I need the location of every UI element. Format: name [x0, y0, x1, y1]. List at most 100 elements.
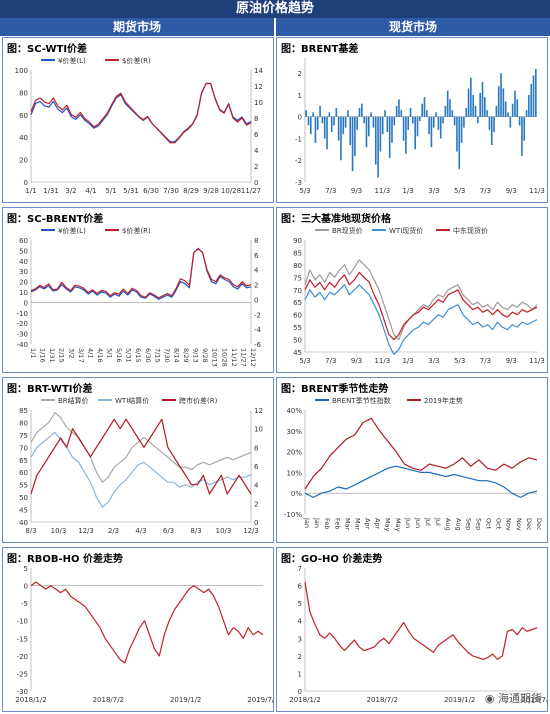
y-tick-label: 60 [293, 312, 302, 320]
bar [312, 112, 314, 117]
y-tick-label: 45 [19, 507, 28, 515]
x-tick-label: 5/3 [299, 357, 310, 365]
y-tick-label: 0 [298, 688, 302, 696]
chart-panel-c5: 图：BRT-WTI价差 40 45 50 55 60 65 70 75 80 85 0 2 4 6 8 10 12… [2, 377, 274, 543]
x-tick-label: 9/28 [203, 187, 219, 195]
x-tick-label: 2/3 [108, 527, 119, 535]
bar [335, 108, 338, 117]
x-tick-label: 3/3 [428, 357, 439, 365]
bar [358, 108, 361, 117]
series-line [30, 82, 252, 144]
x-tick-label: 7/30 [163, 348, 171, 363]
y-tick-label: 30% [286, 428, 302, 436]
watermark-text: 海通期货 [498, 692, 542, 705]
x-tick-label: 5/16 [115, 348, 123, 363]
bar [412, 116, 414, 124]
x-tick-label: Nov [505, 518, 513, 531]
bar [398, 99, 400, 117]
y2-tick-label: 6 [254, 463, 259, 471]
legend-item: 2019年走势 [407, 396, 463, 405]
y-tick-label: 1 [298, 92, 302, 100]
y2-tick-label: 2 [254, 500, 258, 508]
bar [470, 77, 472, 117]
x-tick-label: Dec [525, 518, 533, 531]
x-tick-label: 9/28 [201, 348, 209, 363]
x-tick-label: 9/3 [351, 187, 362, 195]
y-tick-label: 10% [286, 469, 302, 477]
legend-item: ¥价差(L) [41, 226, 86, 235]
x-tick-label: 12/12 [249, 348, 257, 367]
bar [467, 88, 470, 117]
bar [314, 116, 317, 143]
x-tick-label: 1/3 [402, 187, 413, 195]
y-tick-label: -10 [17, 618, 28, 626]
bar [407, 116, 410, 130]
spot-section-label: 现货市场 [276, 18, 550, 36]
x-tick-label: 2018/7/2 [93, 696, 124, 704]
x-tick-label: Oct [495, 518, 503, 530]
legend-item: WTI结算价 [98, 396, 149, 405]
y-tick-label: 3 [298, 635, 302, 643]
bar [504, 101, 507, 117]
bar [363, 116, 365, 124]
y-tick-label: -15 [17, 635, 28, 643]
chart-svg: 0 1 2 3 4 5 6 7 2018/1/2 2018/7/2 2019/1/2 2019/7/2 [289, 565, 547, 704]
y2-tick-label: 8 [254, 115, 258, 123]
x-tick-label: 11/27 [239, 348, 247, 367]
chart-panel-c1: 图：SC-WTI价差 0 20 40 60 80 100 0 2 4 6 8 10 12 14 1/1 1/31… [2, 37, 274, 203]
x-tick-label: Aug [444, 518, 452, 531]
bar [395, 105, 398, 117]
bar [442, 116, 444, 124]
y-tick-label: 70 [293, 287, 302, 295]
bar [419, 116, 421, 122]
x-tick-label: Feb [323, 518, 331, 530]
bar [340, 116, 342, 161]
y2-tick-label: 14 [254, 67, 263, 75]
x-tick-label: 1/1 [25, 187, 36, 195]
y-tick-label: 80 [19, 89, 28, 97]
bar [481, 81, 484, 117]
legend-item: BRENT季节性指数 [315, 396, 391, 405]
x-tick-label: Apr [364, 518, 372, 530]
bar [532, 75, 535, 117]
bar [319, 105, 321, 117]
x-tick-label: 7/3 [480, 357, 491, 365]
x-tick-label: 2019/1/2 [170, 696, 201, 704]
x-tick-label: 1/1 [29, 348, 37, 358]
x-tick-label: Jun [404, 517, 412, 528]
series-line [304, 284, 538, 356]
bar [347, 110, 349, 117]
y-tick-label: 20 [19, 279, 28, 287]
x-tick-label: 9/3 [351, 357, 362, 365]
bar [456, 116, 458, 152]
y2-tick-label: 2 [254, 282, 258, 290]
x-tick-label: 1/31 [48, 348, 56, 363]
bar [435, 112, 437, 117]
x-tick-label: 7/3 [325, 187, 336, 195]
watermark: ◉ 海通期货 [485, 690, 542, 706]
bar [488, 116, 491, 130]
bar [432, 116, 435, 128]
x-tick-label: 5/3 [454, 357, 465, 365]
y-tick-label: -5 [21, 600, 28, 608]
x-tick-label: 2018/1/2 [15, 696, 46, 704]
x-tick-label: 11/3 [529, 187, 545, 195]
bar [453, 116, 456, 126]
y2-tick-label: -4 [254, 326, 262, 334]
y-tick-label: 20% [286, 449, 302, 457]
chart-title: 图：GO-HO 价差走势 [281, 554, 383, 565]
bar [486, 110, 488, 117]
bar [402, 116, 405, 141]
x-tick-label: Sep [474, 518, 482, 530]
chart-svg: -10%0%10%20%30%40%Jan Jan Feb Feb Mar Mar Apr A… [284, 396, 543, 532]
bar [367, 116, 370, 137]
x-tick-label: Jan [303, 517, 311, 528]
bar [388, 116, 391, 159]
bar [474, 105, 477, 117]
y-tick-label: 50 [19, 494, 28, 502]
x-tick-label: 8/3 [190, 527, 201, 535]
x-tick-label: 11/27 [241, 187, 261, 195]
bar [323, 116, 326, 139]
x-tick-label: 5/31 [123, 187, 139, 195]
legend-item: BR结算价 [41, 396, 89, 405]
